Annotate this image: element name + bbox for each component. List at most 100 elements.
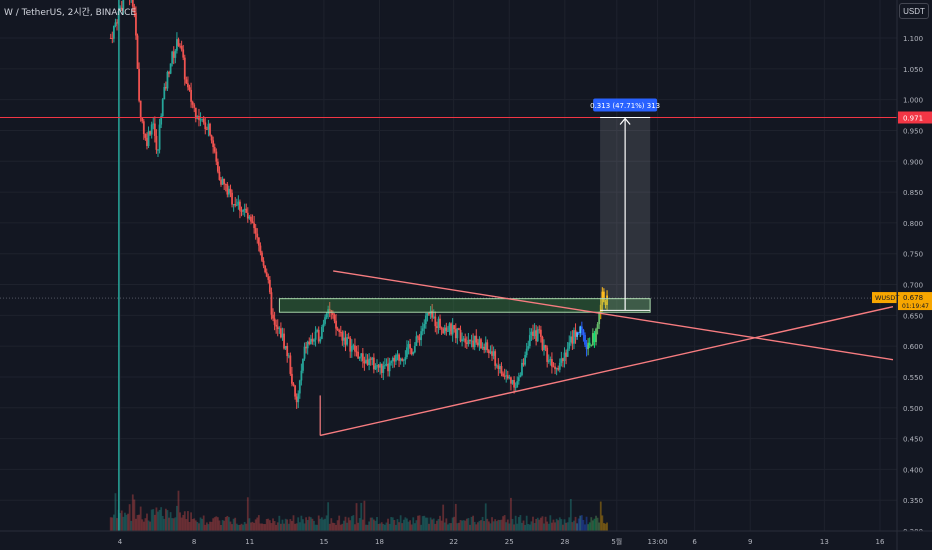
candle bbox=[354, 338, 356, 357]
candle-body bbox=[516, 381, 519, 388]
volume-bar bbox=[146, 513, 148, 531]
volume-bar bbox=[209, 521, 211, 531]
candle-body bbox=[374, 365, 377, 370]
volume-bar bbox=[232, 518, 235, 531]
volume-bar bbox=[379, 523, 382, 531]
volume-bar bbox=[112, 514, 115, 531]
candle-body bbox=[237, 201, 240, 205]
time-tick-label: 5월 bbox=[611, 537, 622, 546]
candle bbox=[270, 287, 273, 320]
time-tick-label: 13:00 bbox=[647, 538, 667, 546]
candle bbox=[109, 33, 112, 39]
candle bbox=[306, 340, 309, 355]
candle-body bbox=[322, 323, 325, 328]
candle-body bbox=[445, 327, 448, 332]
candle bbox=[407, 340, 410, 355]
candle bbox=[317, 326, 320, 344]
candle bbox=[401, 357, 404, 362]
candle-body bbox=[264, 265, 267, 273]
volume-bar bbox=[256, 517, 259, 531]
candle bbox=[284, 345, 287, 351]
volume-bar bbox=[336, 520, 339, 531]
candle bbox=[560, 351, 563, 367]
candle bbox=[582, 328, 585, 342]
candle-body bbox=[109, 38, 112, 39]
candle-body bbox=[229, 188, 232, 193]
candle-body bbox=[598, 312, 601, 325]
volume-bar bbox=[456, 523, 459, 531]
volume-bar bbox=[420, 524, 423, 531]
candle bbox=[163, 83, 166, 100]
candle-body bbox=[604, 302, 607, 305]
candle-body bbox=[574, 330, 577, 337]
volume-bar bbox=[114, 493, 117, 531]
measure-label[interactable]: 0.313 (47.71%) 313 bbox=[590, 102, 660, 110]
candle bbox=[395, 353, 397, 366]
volume-bar bbox=[335, 524, 337, 531]
volume-bar bbox=[133, 499, 136, 531]
candle-body bbox=[511, 380, 514, 384]
lower-trendline[interactable] bbox=[320, 306, 894, 437]
candle-body bbox=[393, 357, 396, 362]
candle-body bbox=[527, 346, 530, 349]
volume-bar bbox=[497, 519, 500, 531]
candle-body bbox=[160, 116, 163, 125]
candle-body bbox=[602, 291, 605, 303]
candle bbox=[129, 0, 131, 6]
candle-body bbox=[372, 357, 375, 370]
time-tick-label: 6 bbox=[692, 538, 697, 546]
candle-body bbox=[138, 68, 140, 101]
volume-bar bbox=[530, 521, 533, 531]
price-axis[interactable]: 1.100 1.050 1.000 0.950 0.900 0.850 0.800 0.750… bbox=[872, 0, 932, 550]
candle bbox=[434, 311, 437, 333]
candle-body bbox=[287, 355, 290, 357]
candle bbox=[335, 314, 337, 336]
volume-bar bbox=[190, 512, 192, 531]
drawing-tools[interactable]: 0.313 (47.71%) 313 bbox=[0, 0, 897, 531]
candle bbox=[157, 149, 159, 157]
candle-body bbox=[590, 345, 593, 346]
measure-label-bg[interactable] bbox=[593, 98, 658, 112]
candle-body bbox=[136, 35, 139, 69]
currency-label: USDT bbox=[903, 7, 925, 16]
volume-bar bbox=[415, 520, 418, 531]
candle-body bbox=[193, 104, 196, 108]
candle-body bbox=[144, 134, 147, 138]
volume-bar bbox=[231, 524, 233, 531]
candle bbox=[497, 358, 500, 376]
volume-bar bbox=[445, 518, 448, 531]
candle bbox=[309, 334, 312, 345]
current-price-tag[interactable] bbox=[898, 292, 932, 311]
candle-body bbox=[346, 337, 348, 345]
candle bbox=[593, 330, 596, 348]
candle bbox=[352, 343, 355, 350]
candle bbox=[451, 318, 454, 342]
volume-bar bbox=[365, 524, 367, 531]
candle-body bbox=[218, 171, 221, 180]
candle bbox=[245, 203, 248, 213]
candle-body bbox=[530, 331, 533, 336]
candle-body bbox=[333, 314, 336, 321]
support-zone-box[interactable] bbox=[278, 298, 651, 313]
volume-bar bbox=[261, 523, 263, 531]
symbol-tag[interactable] bbox=[872, 292, 897, 304]
volume-bar bbox=[528, 524, 531, 531]
candle bbox=[133, 3, 136, 18]
candle bbox=[338, 328, 341, 337]
candle-body bbox=[522, 362, 525, 365]
volume-bar bbox=[228, 517, 230, 531]
volume-bar bbox=[292, 515, 295, 531]
candle-body bbox=[480, 339, 482, 349]
candle-body bbox=[325, 313, 328, 318]
volume-bar bbox=[380, 522, 383, 531]
resistance-price-tag[interactable] bbox=[898, 111, 932, 124]
upper-trendline[interactable] bbox=[333, 270, 894, 361]
volume-bar bbox=[551, 522, 553, 531]
symbol-title[interactable]: W / TetherUS, 2시간, BINANCE bbox=[4, 7, 136, 18]
candle-body bbox=[276, 326, 279, 330]
currency-button[interactable]: USDT bbox=[899, 3, 929, 19]
volume-bar bbox=[538, 519, 541, 531]
candle bbox=[456, 328, 459, 345]
